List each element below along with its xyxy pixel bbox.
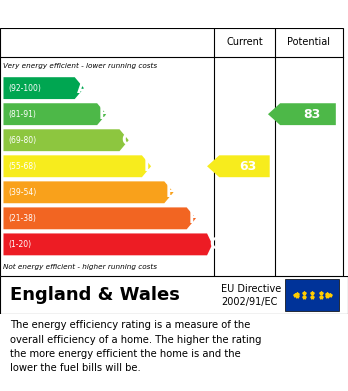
Bar — [285, 279, 339, 311]
Text: C: C — [121, 133, 132, 148]
Text: D: D — [144, 159, 156, 174]
Polygon shape — [3, 77, 84, 99]
Text: (1-20): (1-20) — [9, 240, 32, 249]
Text: Not energy efficient - higher running costs: Not energy efficient - higher running co… — [3, 264, 158, 270]
Text: (92-100): (92-100) — [9, 84, 41, 93]
Polygon shape — [268, 103, 336, 125]
Polygon shape — [207, 155, 270, 177]
Polygon shape — [3, 181, 173, 203]
Polygon shape — [3, 207, 196, 229]
Text: The energy efficiency rating is a measure of the
overall efficiency of a home. T: The energy efficiency rating is a measur… — [10, 320, 262, 373]
Text: Potential: Potential — [287, 37, 330, 47]
Text: E: E — [166, 185, 176, 200]
Text: 63: 63 — [239, 160, 256, 173]
Polygon shape — [3, 129, 129, 151]
Text: Energy Efficiency Rating: Energy Efficiency Rating — [69, 7, 279, 22]
Text: EU Directive: EU Directive — [221, 284, 281, 294]
Text: (69-80): (69-80) — [9, 136, 37, 145]
Polygon shape — [3, 103, 106, 125]
Text: F: F — [189, 211, 199, 226]
Text: 83: 83 — [303, 108, 320, 121]
Text: 2002/91/EC: 2002/91/EC — [221, 297, 277, 307]
Text: G: G — [209, 237, 221, 252]
Text: Current: Current — [226, 37, 263, 47]
Polygon shape — [3, 233, 212, 255]
Text: (21-38): (21-38) — [9, 214, 37, 223]
Text: (55-68): (55-68) — [9, 162, 37, 171]
Text: Very energy efficient - lower running costs: Very energy efficient - lower running co… — [3, 63, 158, 69]
Polygon shape — [3, 155, 151, 177]
Text: (81-91): (81-91) — [9, 110, 37, 119]
Text: (39-54): (39-54) — [9, 188, 37, 197]
Text: A: A — [77, 81, 88, 96]
Text: B: B — [99, 107, 111, 122]
Text: England & Wales: England & Wales — [10, 286, 180, 304]
